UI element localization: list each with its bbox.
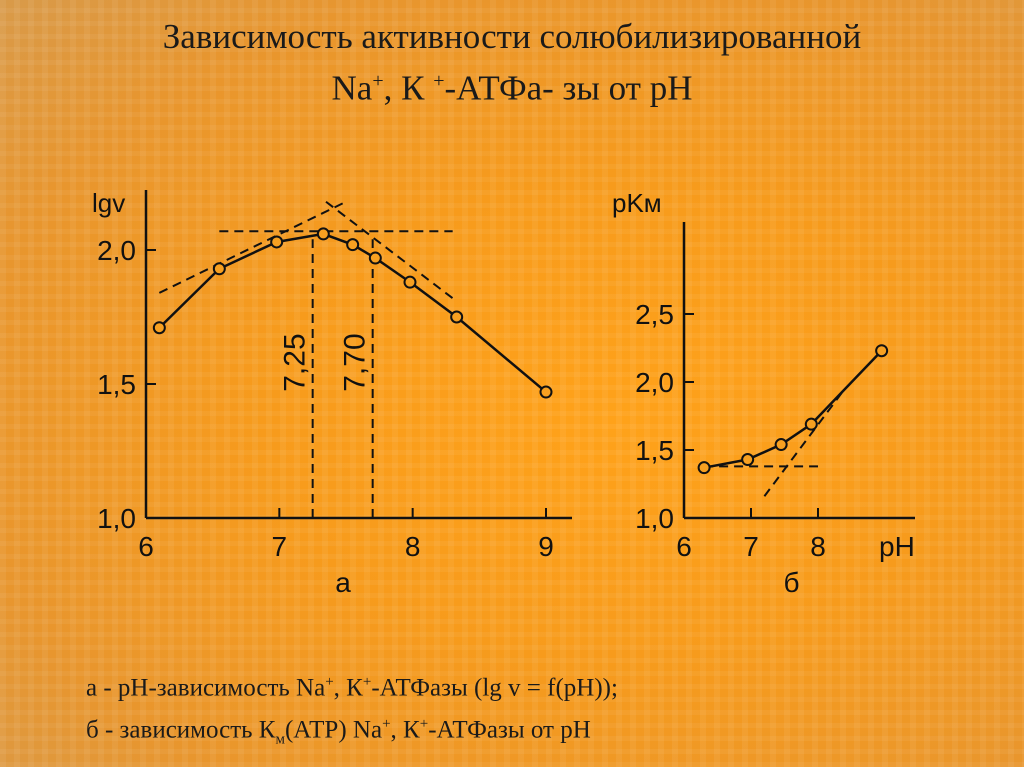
figure-caption: а - рН-зависимость Na+, К+-АТФазы (lg v … — [86, 664, 966, 758]
data-point — [697, 461, 711, 475]
data-point — [270, 235, 284, 249]
data-point — [539, 385, 553, 399]
tangent-line — [325, 200, 454, 300]
x-axis-label: pH — [879, 531, 915, 562]
data-point — [450, 310, 464, 324]
caption-2-sub: м — [275, 731, 285, 748]
caption-line-2: б - зависимость Км(АТР) Na+, К+-АТФазы о… — [86, 706, 966, 757]
title-sup-1: + — [372, 70, 384, 92]
data-point — [875, 344, 889, 358]
caption-1-sup-2: + — [362, 674, 372, 690]
x-tick-label: 8 — [405, 531, 421, 562]
y-axis-label: pKм — [612, 188, 662, 218]
panel-label: б — [783, 567, 799, 598]
title-rest: -АТФа- зы от рН — [444, 68, 693, 108]
caption-2-sup-2: + — [419, 716, 429, 733]
y-tick-label: 2,0 — [97, 235, 136, 266]
caption-1-sup-1: + — [325, 674, 334, 690]
y-tick-label: 1,0 — [97, 503, 136, 534]
y-axis-label: lgv — [92, 188, 125, 218]
tangent-line — [763, 388, 846, 497]
title-na: Na — [331, 68, 373, 108]
chart-panel-b: 1,0 1,5 2,0 2,5 6 7 8 pKм pH б — [612, 188, 915, 598]
title-line-2: Na+, К +-АТФа- зы от рН — [40, 59, 984, 111]
data-point — [212, 262, 226, 276]
title-k: , К — [383, 68, 434, 108]
caption-line-1: а - рН-зависимость Na+, К+-АТФазы (lg v … — [86, 664, 966, 706]
x-tick-label: 8 — [810, 531, 826, 562]
caption-2-sup-1: + — [382, 716, 391, 733]
y-tick-label: 1,5 — [635, 435, 674, 466]
x-tick-label: 7 — [743, 531, 759, 562]
data-point — [316, 227, 330, 241]
y-tick-label: 2,0 — [635, 367, 674, 398]
panel-label: а — [335, 567, 351, 598]
caption-1b: , К — [333, 674, 363, 702]
caption-2d: -АТФазы от рН — [428, 716, 591, 744]
x-tick-label: 7 — [272, 531, 288, 562]
caption-1a: а - рН-зависимость Na — [86, 674, 326, 702]
series-line — [703, 349, 883, 469]
data-point — [403, 275, 417, 289]
data-point — [368, 251, 382, 265]
data-point — [804, 417, 818, 431]
vertical-marker-label: 7,25 — [279, 333, 312, 391]
tangent-line — [158, 200, 347, 294]
x-tick-label: 6 — [138, 531, 154, 562]
title-line-1: Зависимость активности солюбилизированно… — [162, 17, 862, 56]
y-tick-label: 2,5 — [635, 299, 674, 330]
data-point — [774, 438, 788, 452]
chart-panel-a: 1,0 1,5 2,0 6 7 8 9 lgv а 7,25 7,70 — [92, 188, 572, 598]
caption-2c: , К — [390, 716, 420, 744]
data-point — [346, 238, 360, 252]
caption-2a: б - зависимость К — [86, 716, 276, 744]
y-tick-label: 1,5 — [97, 369, 136, 400]
data-point — [741, 453, 755, 467]
caption-1c: -АТФазы (lg v = f(pH)); — [371, 674, 618, 702]
slide-title: Зависимость активности солюбилизированно… — [40, 14, 984, 111]
data-point — [152, 321, 166, 335]
x-tick-label: 6 — [676, 531, 692, 562]
title-sup-2: + — [433, 70, 445, 92]
y-tick-label: 1,0 — [635, 503, 674, 534]
vertical-marker-label: 7,70 — [339, 333, 372, 391]
x-tick-label: 9 — [538, 531, 554, 562]
caption-2b: (АТР) Na — [284, 716, 383, 744]
